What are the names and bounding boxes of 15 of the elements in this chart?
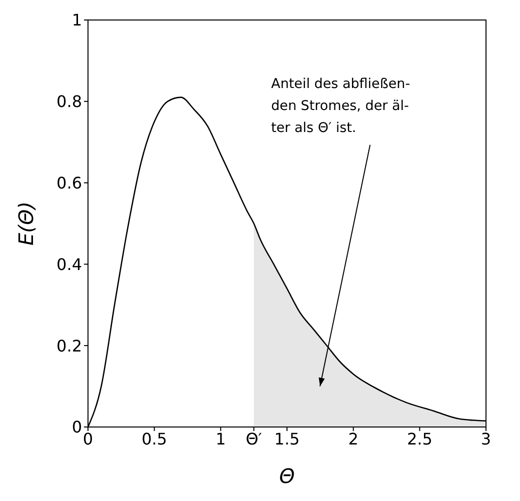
- x-tick-label: 3: [480, 429, 492, 448]
- x-tick-label: 2.5: [406, 429, 432, 448]
- x-tick-label: Θ′: [246, 429, 262, 448]
- x-tick-label: 0.5: [142, 429, 168, 448]
- x-tick-label: 2: [348, 429, 358, 448]
- y-tick-label: 0.4: [56, 254, 82, 274]
- y-tick-label: 0.8: [56, 92, 82, 112]
- x-axis-title: Θ: [279, 464, 296, 488]
- y-tick-label: 1: [72, 10, 82, 30]
- x-tick-label: 1: [216, 429, 226, 448]
- annotation: Anteil des abfließen- den Stromes, der äl- ter als Θ′ ist.: [271, 72, 422, 139]
- y-tick-label: 0.6: [56, 173, 82, 192]
- y-axis-title: E(Θ): [14, 202, 38, 246]
- x-tick-label: 1.5: [274, 429, 300, 448]
- y-tick-label: 0.2: [56, 336, 82, 356]
